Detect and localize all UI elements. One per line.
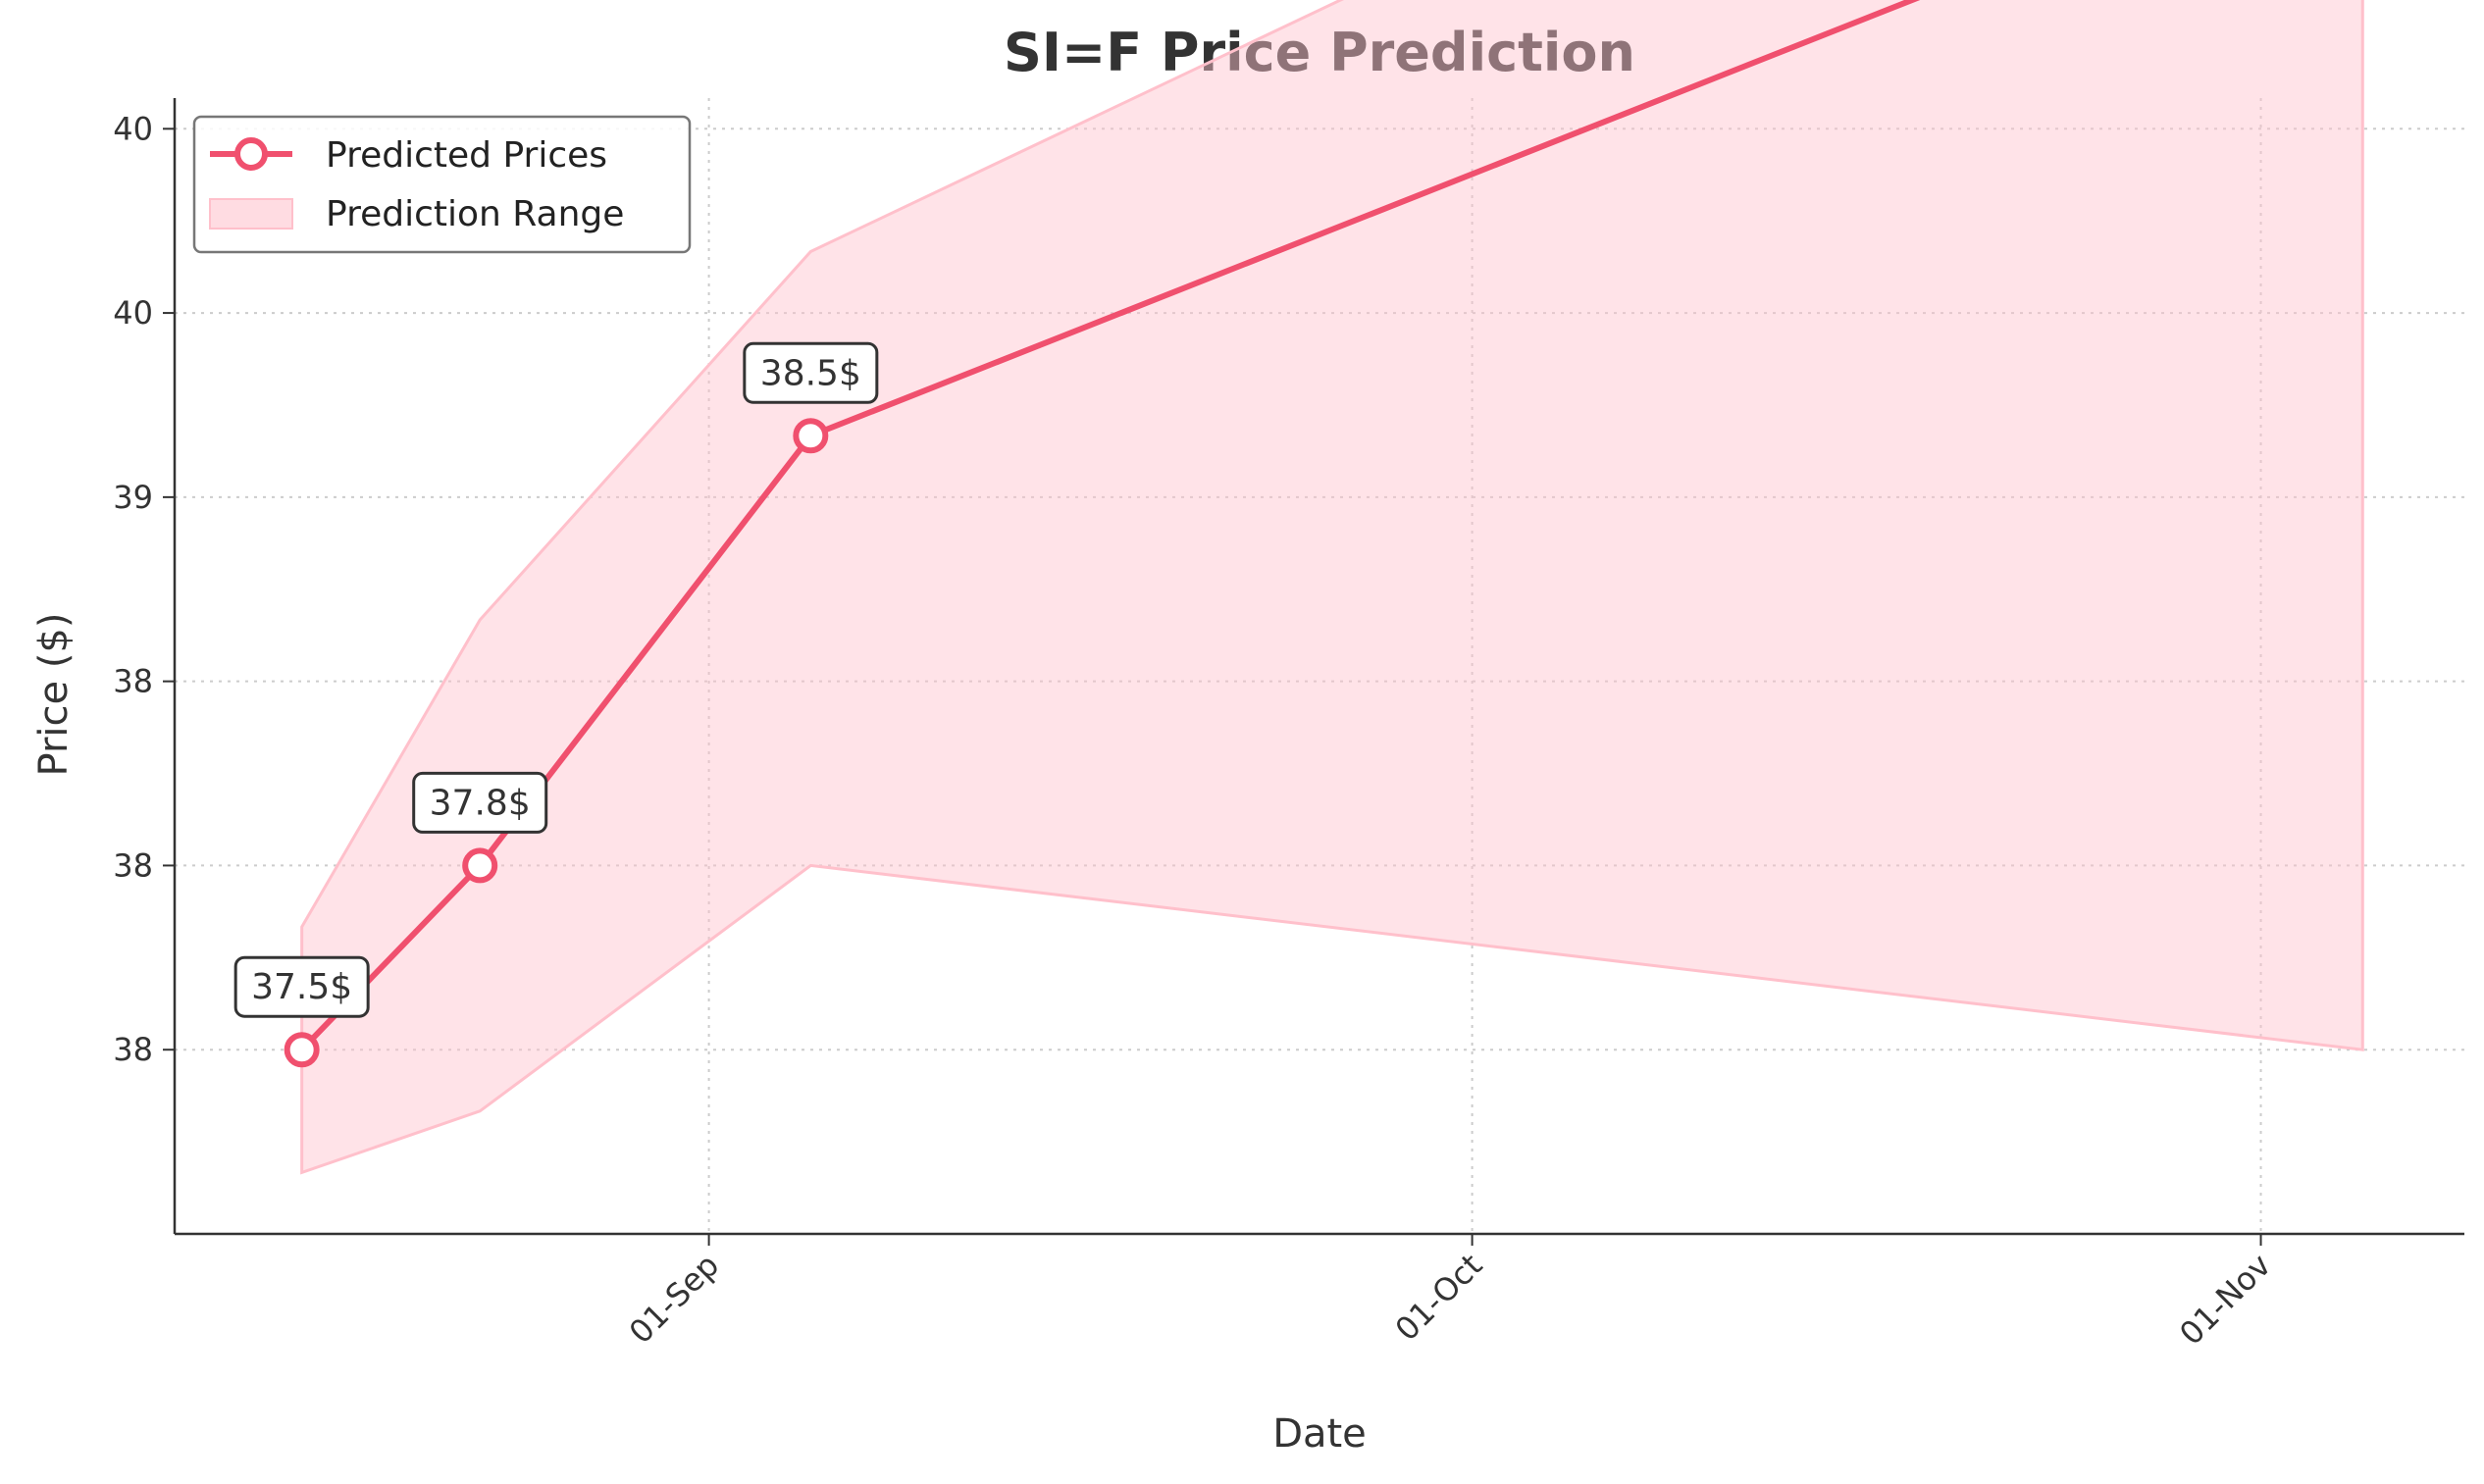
price-annotation-label: 37.8$: [430, 783, 531, 823]
annotation-layer: 37.5$37.8$38.5$39.5$: [233, 341, 879, 1018]
range-layer: [300, 0, 2364, 1175]
price-annotation-box: [412, 771, 548, 834]
legend-frame: [192, 115, 692, 254]
x-axis-title: Date: [1272, 1411, 1367, 1457]
legend-range-swatch: [209, 198, 293, 230]
y-axis-title: Price ($): [31, 613, 77, 777]
price-annotation-label: 38.5$: [760, 353, 861, 393]
y-tick-label: 38: [113, 663, 153, 700]
predicted-price-line: [299, 0, 1921, 1052]
price-annotation-label: 37.5$: [251, 967, 352, 1007]
price-marker: [462, 847, 498, 884]
prediction-range-band: [300, 0, 2364, 1175]
x-tick-label: 01-Nov: [2172, 1247, 2278, 1353]
price-annotation-box: [233, 955, 370, 1018]
x-tick-label: 01-Oct: [1388, 1247, 1490, 1349]
y-tick-label: 39: [113, 479, 153, 516]
y-tick-label: 38: [113, 846, 153, 884]
chart-title: SI=F Price Prediction: [1004, 22, 1635, 83]
y-tick-label: 40: [113, 294, 153, 332]
legend-label-range: Prediction Range: [326, 194, 624, 234]
price-marker: [284, 1032, 320, 1068]
legend: Predicted Prices Prediction Range: [192, 115, 692, 254]
y-tick-label: 40: [113, 110, 153, 147]
line-layer: [284, 0, 1921, 1068]
x-tick-label: 01-Sep: [622, 1247, 726, 1351]
y-tick-label: 38: [113, 1031, 153, 1068]
legend-marker-swatch: [234, 137, 268, 171]
legend-label-predicted: Predicted Prices: [326, 135, 607, 176]
price-annotation-box: [743, 341, 879, 404]
price-marker: [793, 418, 829, 454]
